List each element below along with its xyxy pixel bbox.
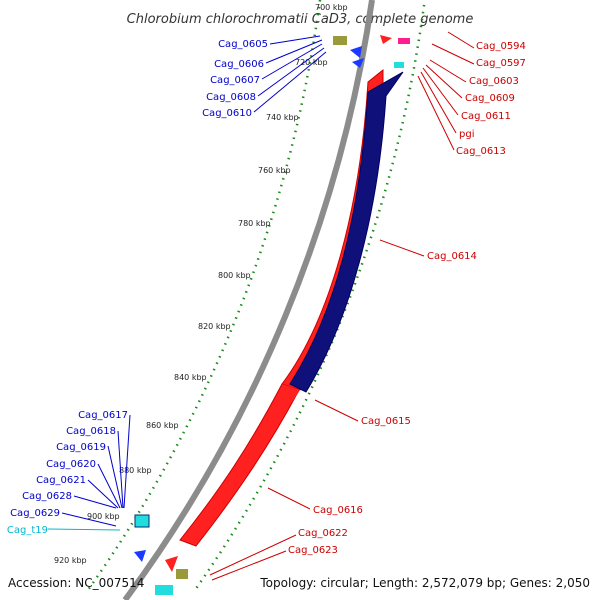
gene-label-cag-0594[interactable]: Cag_0594 [476,41,526,52]
tick-label-760: 760 kbp [258,166,291,175]
gene-arrow-cag-0594[interactable] [380,35,392,44]
gene-label-cag-0616[interactable]: Cag_0616 [313,505,363,516]
gene-label-cag-0618[interactable]: Cag_0618 [66,426,116,437]
gene-label-cag-0609[interactable]: Cag_0609 [465,93,515,104]
gene-label-cag-0614[interactable]: Cag_0614 [427,251,477,262]
gene-arrow-head [282,384,300,402]
gene-label-cag-0629[interactable]: Cag_0629 [10,508,60,519]
gene-label-cag-0615[interactable]: Cag_0615 [361,416,411,427]
tick-label-780: 780 kbp [238,219,271,228]
gene-label-cag-0613[interactable]: Cag_0613 [456,146,506,157]
gene-label-pgi[interactable]: pgi [459,129,474,140]
gene-label-cag-0606[interactable]: Cag_0606 [214,59,264,70]
gene-label-cag-0611[interactable]: Cag_0611 [461,111,511,122]
gene-label-cag-0610[interactable]: Cag_0610 [202,108,252,119]
genome-summary-text: Topology: circular; Length: 2,572,079 bp… [260,576,590,590]
trna-connector [47,528,121,531]
gene-label-cag-0603[interactable]: Cag_0603 [469,76,519,87]
gene-label-cag-0597[interactable]: Cag_0597 [476,58,526,69]
tick-label-840: 840 kbp [174,373,207,382]
left-label-connectors [61,35,327,527]
tick-label-880: 880 kbp [119,466,152,475]
gene-arrow-cag-0608[interactable] [352,58,364,68]
gene-label-cag-0605[interactable]: Cag_0605 [218,39,268,50]
tick-label-800: 800 kbp [218,271,251,280]
tick-label-740: 740 kbp [266,113,299,122]
gene-arrow-cag-0606[interactable] [350,46,362,58]
map-title: Chlorobium chlorochromatii CaD3, complet… [127,12,474,27]
gene-label-cag-0620[interactable]: Cag_0620 [46,459,96,470]
tick-label-860: 860 kbp [146,421,179,430]
gene-labels: Cag_0594 Cag_0597 Cag_0603 Cag_0609 Cag_0611… [7,39,526,556]
gene-label-cag-0619[interactable]: Cag_0619 [56,442,106,453]
tick-label-820: 820 kbp [198,322,231,331]
gene-label-cag-0621[interactable]: Cag_0621 [36,475,86,486]
tick-label-900: 900 kbp [87,512,120,521]
gene-label-cag-0628[interactable]: Cag_0628 [22,491,72,502]
tick-label-720: 720 kbp [295,58,328,67]
gene-label-cag-0622[interactable]: Cag_0622 [298,528,348,539]
axis-tick-labels: 700 kbp 720 kbp 740 kbp 760 kbp 780 kbp 800 k… [54,3,348,565]
right-label-connectors [209,31,475,581]
gene-label-cag-t19[interactable]: Cag_t19 [7,525,48,536]
gene-label-cag-0623[interactable]: Cag_0623 [288,545,338,556]
gene-label-cag-0607[interactable]: Cag_0607 [210,75,260,86]
tick-label-700: 700 kbp [315,3,348,12]
gene-label-cag-0608[interactable]: Cag_0608 [206,92,256,103]
gene-arrow-cag-0597[interactable] [398,38,410,44]
gene-arrow-cag-0628[interactable] [155,585,173,595]
accession-text: Accession: NC_007514 [8,576,145,590]
gene-arrow-cag-0616[interactable] [179,383,299,547]
gene-label-cag-0617[interactable]: Cag_0617 [78,410,128,421]
gene-arrow-cag-0621[interactable] [134,514,150,528]
gene-arrow-cag-0615[interactable] [289,71,404,393]
gene-arrow-cag-0629[interactable] [134,550,146,562]
genome-backbone [122,0,375,600]
gene-arrow-cag-0622[interactable] [165,556,178,572]
outer-tick-track [193,0,426,591]
gene-arrow-cag-0611[interactable] [394,62,404,68]
gene-arrow-cag-0605[interactable] [333,36,347,45]
tick-label-920: 920 kbp [54,556,87,565]
gene-arrow-cag-0623[interactable] [176,569,188,579]
